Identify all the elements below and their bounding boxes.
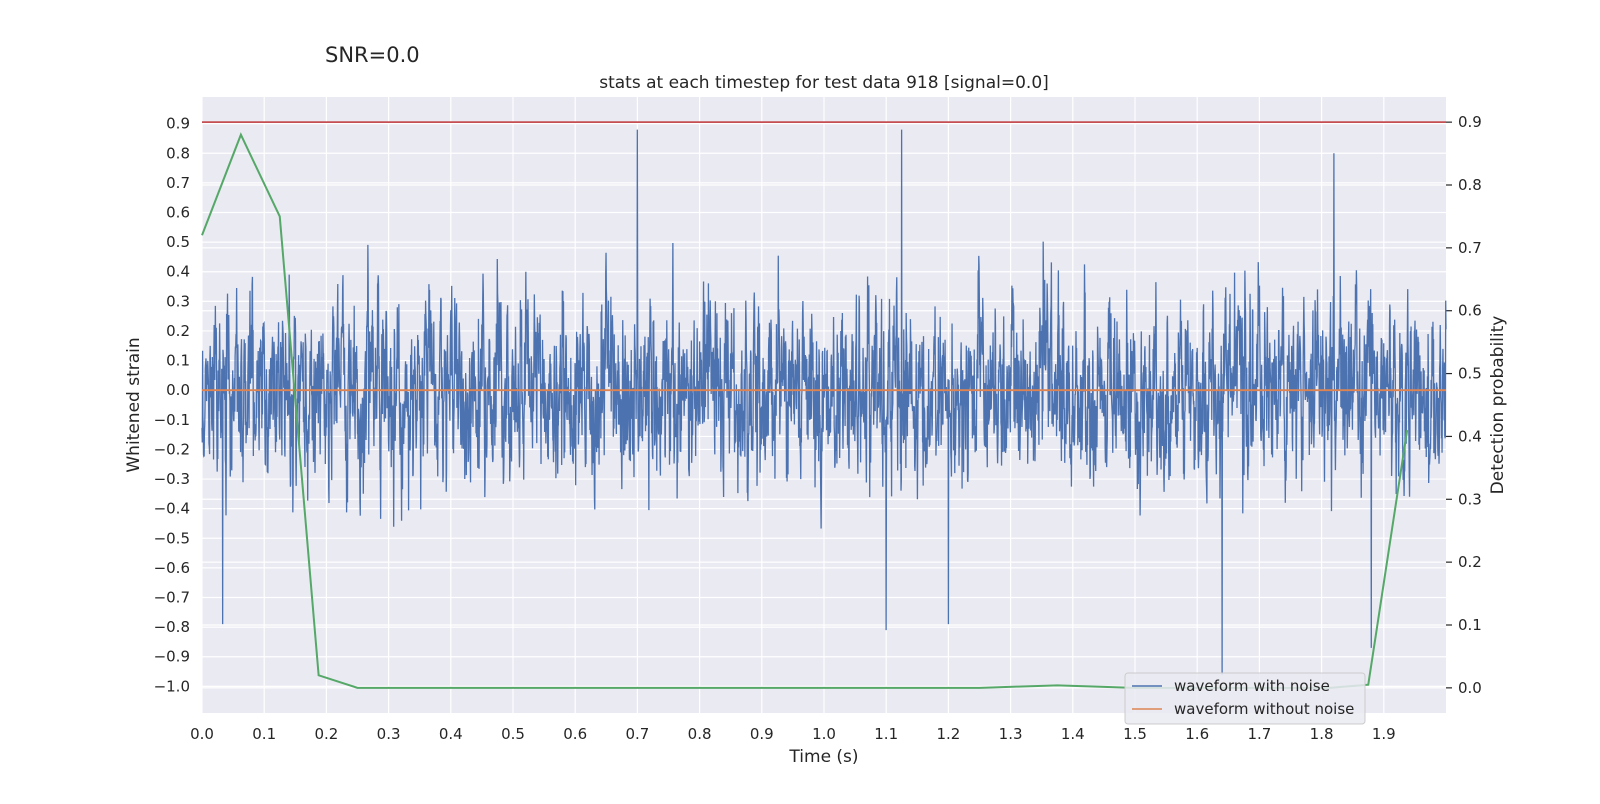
right-y-tick-label-5: 0.5 [1458,365,1482,383]
left-y-tick-label-12: 0.2 [166,322,190,340]
x-tick-label-18: 1.8 [1310,725,1334,743]
left-y-tick-label-15: 0.5 [166,233,190,251]
left-y-tick-label-13: 0.3 [166,292,190,310]
chart-title: stats at each timestep for test data 918… [599,73,1049,93]
right-y-tick-label-6: 0.6 [1458,302,1482,320]
right-y-tick-label-1: 0.1 [1458,616,1482,634]
legend-label-clean: waveform without noise [1174,700,1354,718]
right-y-tick-label-3: 0.3 [1458,490,1482,508]
left-y-tick-label-7: −0.3 [154,470,190,488]
right-y-axis-ticks: 0.0 0.1 0.2 0.3 0.4 0.5 0.6 0.7 0.8 0.9 [1446,113,1482,697]
suptitle: SNR=0.0 [325,43,420,67]
x-axis-ticks: 0.0 0.1 0.2 0.3 0.4 0.5 0.6 0.7 0.8 0.9 1.0 1.1 1.2 1… [190,725,1396,743]
left-y-tick-label-18: 0.8 [166,144,190,162]
left-y-tick-label-14: 0.4 [166,263,190,281]
x-tick-label-4: 0.4 [439,725,463,743]
left-y-tick-label-2: −0.8 [154,618,190,636]
left-y-tick-label-9: −0.1 [154,411,190,429]
left-y-tick-label-0: −1.0 [154,677,190,695]
left-y-tick-label-16: 0.6 [166,204,190,222]
x-tick-label-9: 0.9 [750,725,774,743]
x-axis-label: Time (s) [788,747,858,767]
right-y-tick-label-9: 0.9 [1458,113,1482,131]
left-y-tick-label-4: −0.6 [154,559,190,577]
right-y-axis-label: Detection probability [1488,316,1508,495]
x-tick-label-7: 0.7 [625,725,649,743]
right-y-tick-label-7: 0.7 [1458,239,1482,257]
x-tick-label-14: 1.4 [1061,725,1085,743]
x-tick-label-16: 1.6 [1185,725,1209,743]
x-tick-label-11: 1.1 [874,725,898,743]
x-tick-label-1: 0.1 [252,725,276,743]
left-y-axis-label: Whitened strain [124,337,144,472]
x-tick-label-3: 0.3 [377,725,401,743]
right-y-tick-label-4: 0.4 [1458,427,1482,445]
left-y-tick-label-1: −0.9 [154,648,190,666]
left-y-tick-label-3: −0.7 [154,589,190,607]
x-tick-label-8: 0.8 [688,725,712,743]
x-tick-label-13: 1.3 [999,725,1023,743]
left-y-tick-label-6: −0.4 [154,500,190,518]
x-tick-label-19: 1.9 [1372,725,1396,743]
x-tick-label-12: 1.2 [936,725,960,743]
x-tick-label-10: 1.0 [812,725,836,743]
right-y-tick-label-2: 0.2 [1458,553,1482,571]
left-y-tick-label-8: −0.2 [154,440,190,458]
x-tick-label-17: 1.7 [1247,725,1271,743]
x-tick-label-15: 1.5 [1123,725,1147,743]
right-y-tick-label-0: 0.0 [1458,679,1482,697]
left-y-tick-label-11: 0.1 [166,352,190,370]
x-tick-label-6: 0.6 [563,725,587,743]
series-layer [201,121,1447,689]
legend-label-noisy: waveform with noise [1174,677,1330,695]
left-y-tick-label-10: 0.0 [166,381,190,399]
left-y-tick-label-17: 0.7 [166,174,190,192]
legend: waveform with noise waveform without noi… [1124,672,1366,725]
right-y-tick-label-8: 0.8 [1458,176,1482,194]
x-tick-label-5: 0.5 [501,725,525,743]
left-y-axis-ticks: −1.0 −0.9 −0.8 −0.7 −0.6 −0.5 −0.4 −0.3 −0.2 −0.1… [154,115,190,696]
left-y-tick-label-5: −0.5 [154,529,190,547]
x-tick-label-2: 0.2 [314,725,338,743]
x-tick-label-0: 0.0 [190,725,214,743]
series-waveform-with-noise [201,129,1447,675]
left-y-tick-label-19: 0.9 [166,115,190,133]
legend-box [1124,672,1366,725]
